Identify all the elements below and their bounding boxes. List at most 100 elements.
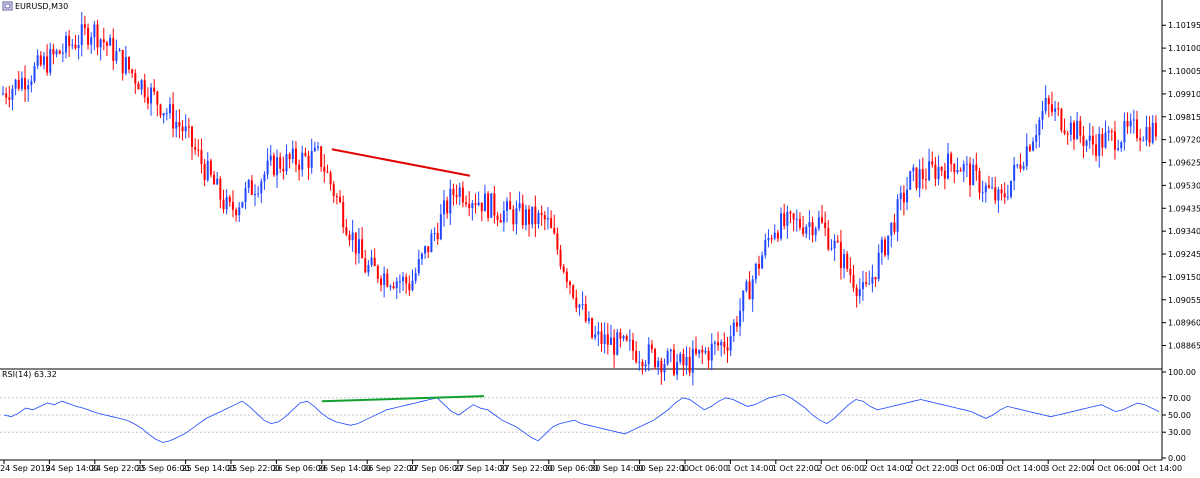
candle — [30, 75, 33, 93]
candle — [981, 180, 984, 203]
candle — [887, 235, 890, 260]
candle — [884, 236, 886, 258]
candle — [1085, 139, 1088, 153]
candle — [521, 194, 524, 229]
candle — [650, 339, 653, 354]
candle — [326, 164, 329, 174]
candle — [528, 205, 531, 237]
candle — [641, 359, 644, 375]
price-tick-label: 1.09435 — [1168, 204, 1200, 213]
candle — [1098, 126, 1101, 168]
candle — [739, 298, 742, 337]
candle — [931, 151, 934, 168]
candle — [890, 222, 893, 248]
candle — [688, 347, 691, 377]
candle — [893, 213, 896, 235]
candle — [1148, 116, 1151, 147]
candle — [868, 270, 871, 285]
candle — [68, 30, 71, 57]
window-restore-icon[interactable] — [2, 1, 13, 11]
candle — [213, 170, 216, 185]
candle — [726, 336, 729, 363]
candle — [1126, 112, 1129, 134]
candle — [565, 268, 568, 289]
candle — [439, 204, 442, 241]
candle — [846, 251, 849, 272]
price-y-axis: 1.10195 1.10100 1.10005 1.09910 1.09815 1.097… — [1162, 21, 1200, 351]
candle — [953, 163, 956, 184]
x-tick-label: 3 Oct 14:00 — [999, 464, 1046, 473]
candle — [279, 152, 282, 173]
candle — [452, 183, 455, 206]
candle — [105, 40, 108, 57]
candle — [235, 207, 238, 222]
x-tick-label: 27 Sep 22:00 — [499, 464, 552, 473]
candle — [754, 262, 757, 284]
candle — [46, 44, 49, 76]
candle — [335, 193, 338, 205]
candle — [424, 245, 427, 259]
candle — [74, 34, 77, 50]
candle — [8, 85, 11, 108]
price-tick-label: 1.08960 — [1168, 319, 1200, 328]
candle — [798, 212, 801, 231]
candle — [1041, 100, 1044, 130]
rsi-trendline[interactable] — [321, 395, 485, 403]
candle — [1113, 120, 1116, 160]
x-tick-label: 30 Sep 06:00 — [545, 464, 598, 473]
candle — [351, 219, 354, 252]
candle — [663, 358, 666, 382]
candle — [272, 152, 275, 177]
candle — [1022, 161, 1025, 171]
candle — [613, 329, 616, 368]
candle — [342, 195, 345, 234]
candle — [1044, 85, 1047, 115]
candle — [194, 138, 197, 155]
chart-title: EURUSD,M30 — [15, 2, 68, 11]
candle — [896, 194, 899, 242]
candle — [206, 152, 209, 183]
candle — [187, 118, 190, 138]
x-tick-label: 4 Oct 14:00 — [1135, 464, 1182, 473]
candle — [420, 252, 423, 265]
candle — [354, 232, 357, 265]
candle — [137, 81, 140, 90]
candle — [553, 214, 556, 235]
candle — [717, 331, 720, 351]
candle — [436, 222, 439, 245]
candle — [458, 182, 461, 206]
candle — [802, 215, 805, 237]
candle — [713, 340, 716, 355]
candle — [1104, 120, 1107, 149]
candle — [524, 204, 527, 231]
x-tick-label: 25 Sep 22:00 — [227, 464, 280, 473]
candle — [695, 336, 697, 357]
candle — [370, 249, 373, 267]
candle — [531, 206, 534, 229]
candle — [839, 230, 842, 280]
candle — [150, 83, 153, 116]
x-tick-label: 4 Oct 06:00 — [1090, 464, 1137, 473]
candle — [937, 155, 940, 186]
candle — [2, 85, 4, 96]
candle — [361, 227, 364, 259]
candle — [244, 181, 247, 210]
candle — [644, 360, 647, 373]
candle — [509, 191, 512, 210]
candle — [679, 351, 682, 365]
rsi-tick-label: 0.00 — [1168, 454, 1186, 463]
candle — [61, 43, 64, 63]
candle — [257, 186, 260, 198]
x-tick-label: 26 Sep 14:00 — [318, 464, 371, 473]
candle — [928, 148, 931, 182]
x-tick-label: 24 Sep 14:00 — [45, 464, 98, 473]
candle — [461, 181, 464, 208]
price-trendline[interactable] — [331, 148, 471, 177]
candle — [477, 191, 480, 207]
candle — [921, 157, 924, 189]
candle — [364, 250, 367, 274]
candle — [934, 156, 937, 187]
candle — [398, 274, 401, 294]
candle — [1082, 126, 1085, 159]
candle — [1019, 153, 1022, 173]
